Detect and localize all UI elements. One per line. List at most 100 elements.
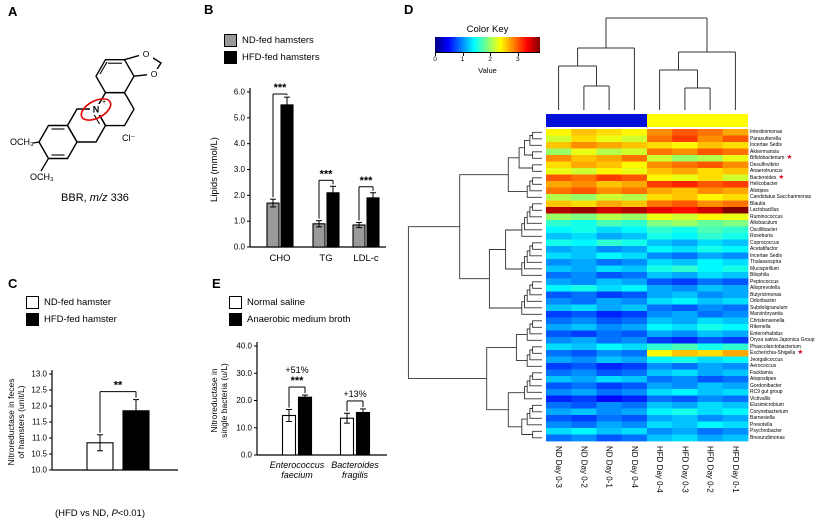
- abundance-heatmap: [546, 129, 749, 442]
- svg-text:30.0: 30.0: [236, 369, 252, 378]
- bbr-caption-prefix: BBR,: [61, 192, 90, 204]
- bbr-caption: BBR, m/z 336: [0, 192, 190, 204]
- svg-text:Enterococcus: Enterococcus: [270, 460, 325, 470]
- row-label: Corynebacterium: [750, 408, 789, 415]
- panel-d-label: D: [404, 2, 414, 17]
- panel-c-legend: ND-fed hamster HFD-fed hamster: [26, 296, 117, 326]
- heatmap-row-labels: Intestinimonas Parasutterella Incertae Sed…: [750, 129, 825, 441]
- bbr-chemical-structure: OO N+ OCH₃ OCH₃ Cl⁻: [10, 48, 162, 182]
- panel-a: A O O N + OCH₃ OCH₃ Cl⁻ BBR, m/z 336: [0, 0, 200, 240]
- row-label: Coprococcus: [750, 239, 780, 246]
- panel-d: D Color Key 0 1 2 3 Value Intestinimonas Par…: [400, 0, 825, 531]
- svg-text:TG: TG: [319, 253, 332, 264]
- row-label: Victivallis: [750, 395, 771, 402]
- svg-text:+13%: +13%: [343, 389, 366, 399]
- row-label: Aerococcus: [750, 363, 777, 369]
- column-label: HFD Day 0-3: [680, 446, 690, 493]
- svg-text:12.5: 12.5: [31, 386, 47, 395]
- column-group-strip: [546, 114, 748, 127]
- bbr-caption-mz: m/z: [89, 192, 108, 204]
- row-label: Facklamia: [750, 369, 773, 376]
- hfd-swatch: [26, 313, 39, 326]
- color-key: Color Key 0 1 2 3 Value: [430, 24, 545, 82]
- svg-text:fragilis: fragilis: [342, 470, 369, 480]
- row-label: Desulfovibrio: [750, 161, 779, 168]
- column-dendrogram: [558, 17, 736, 110]
- color-key-value-label: Value: [478, 66, 497, 75]
- legend-label: HFD-fed hamster: [44, 314, 117, 325]
- row-label: Elusimicrobium: [750, 402, 784, 408]
- svg-text:***: ***: [274, 82, 288, 94]
- svg-text:OCH₃: OCH₃: [30, 172, 54, 182]
- svg-text:CHO: CHO: [269, 253, 290, 264]
- significance-star-icon: ★: [797, 349, 804, 356]
- svg-text:6.0: 6.0: [234, 88, 246, 97]
- row-label: Odoribacter: [750, 298, 777, 304]
- row-label: Barnesiella: [750, 415, 775, 421]
- broth-swatch: [229, 313, 242, 326]
- legend-item: HFD-fed hamsters: [224, 51, 320, 64]
- row-label: Enterorhabdus: [750, 330, 783, 337]
- svg-text:Nitroreductase insingle bacter: Nitroreductase insingle bacteria (u/L): [209, 363, 229, 438]
- legend-label: Normal saline: [247, 297, 306, 308]
- svg-text:LDL-c: LDL-c: [353, 253, 379, 264]
- svg-text:11.0: 11.0: [32, 434, 48, 443]
- column-label: ND Day 0-2: [579, 446, 589, 488]
- row-label: Oryza sativa Japonica Group: [750, 337, 815, 343]
- legend-label: HFD-fed hamsters: [242, 52, 320, 63]
- svg-text:**: **: [114, 380, 123, 392]
- row-label: Butyricimonas: [750, 291, 782, 298]
- feces-nitroreductase-bar-chart: 10.0 10.5 11.0 11.5 12.0 12.5 13.0 Nitroreducta…: [6, 370, 178, 475]
- row-label: Bilophila: [750, 272, 769, 278]
- row-label: Subdoligranulum: [750, 304, 788, 311]
- hfd-column-group-bar: [647, 114, 748, 127]
- row-label: Thalassospira: [750, 259, 782, 265]
- svg-text:N: N: [93, 105, 100, 115]
- panel-c: C ND-fed hamster HFD-fed hamster 10.0 10.…: [0, 270, 200, 531]
- svg-text:***: ***: [291, 375, 305, 387]
- row-label: Akkermansia: [750, 148, 779, 155]
- svg-text:11.5: 11.5: [32, 418, 48, 427]
- row-label: Brevundimonas: [750, 434, 785, 441]
- bbr-caption-suffix: 336: [107, 192, 129, 204]
- row-label: Bifidobacterium ★: [750, 154, 793, 161]
- row-label: Lactobacillus: [750, 207, 779, 213]
- note-post: <0.01): [117, 508, 145, 519]
- svg-text:***: ***: [360, 175, 374, 187]
- svg-text:0.0: 0.0: [234, 243, 246, 252]
- svg-text:Nitroreductase in fecesof hams: Nitroreductase in fecesof hamsters (unit…: [6, 379, 26, 466]
- svg-text:OCH₃: OCH₃: [10, 137, 34, 147]
- color-key-tick-label: 0: [433, 56, 437, 63]
- row-label: Escherichia-Shigella ★: [750, 349, 804, 356]
- legend-item: ND-fed hamster: [26, 296, 117, 309]
- panel-c-note: (HFD vs ND, P<0.01): [0, 508, 200, 519]
- row-label: Allobaculum: [750, 220, 778, 226]
- column-label: HFD Day 0-2: [705, 446, 715, 493]
- row-label: RC9 gut group: [750, 389, 783, 395]
- legend-item: Normal saline: [229, 296, 351, 309]
- svg-text:O: O: [151, 69, 158, 79]
- row-label: Rikenella: [750, 324, 771, 330]
- column-label: HFD Day 0-1: [730, 446, 740, 493]
- nd-column-group-bar: [546, 114, 647, 127]
- color-key-tick-label: 1: [460, 56, 465, 63]
- column-label: ND Day 0-3: [554, 446, 563, 488]
- svg-text:0.0: 0.0: [241, 451, 253, 460]
- row-label: Atopostipes: [750, 376, 777, 382]
- row-label: Jeotgalicoccus: [750, 356, 783, 363]
- svg-text:13.0: 13.0: [31, 370, 47, 379]
- svg-text:3.0: 3.0: [234, 165, 246, 174]
- row-label: Prevotella: [750, 421, 773, 428]
- nd-swatch: [224, 34, 237, 47]
- significance-star-icon: ★: [778, 173, 785, 181]
- svg-text:1.0: 1.0: [234, 217, 246, 226]
- svg-text:2.0: 2.0: [234, 191, 246, 200]
- column-label: ND Day 0-4: [629, 446, 639, 488]
- row-label: Acetatifactor: [750, 246, 778, 252]
- row-label: Helicobacter: [750, 181, 778, 187]
- color-key-tick: [490, 53, 492, 56]
- row-label: Incertae Sedis: [750, 252, 782, 259]
- svg-text:10.0: 10.0: [236, 423, 252, 432]
- svg-text:faecium: faecium: [281, 470, 313, 480]
- legend-label: ND-fed hamsters: [242, 35, 314, 46]
